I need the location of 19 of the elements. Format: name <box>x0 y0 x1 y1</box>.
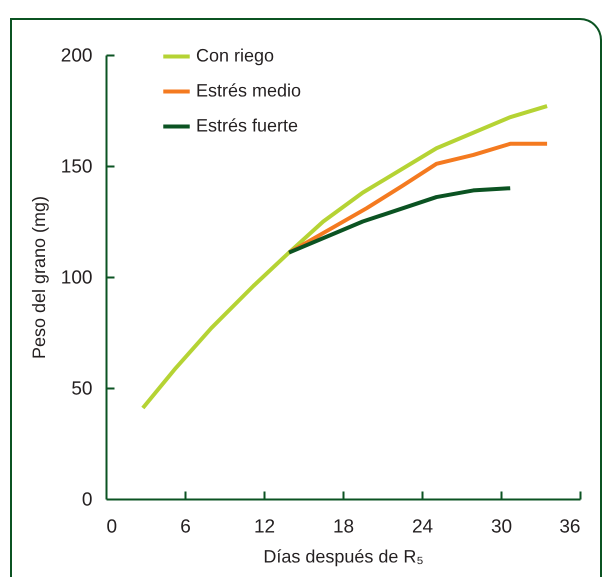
line-series <box>140 104 550 410</box>
legend-label: Estrés fuerte <box>196 116 298 136</box>
line-series <box>287 186 512 255</box>
y-tick-label: 100 <box>60 268 92 288</box>
x-tick-label: 24 <box>412 516 434 538</box>
y-tick-label: 200 <box>60 46 92 66</box>
x-tick-label: 6 <box>180 516 191 538</box>
x-axis-title: Días después de R₅ <box>263 546 424 566</box>
x-tick-label: 12 <box>254 516 276 538</box>
legend-label: Con riego <box>196 46 274 66</box>
x-tick-label: 30 <box>490 516 512 538</box>
y-axis-title: Peso del grano (mg) <box>28 196 49 360</box>
legend-label: Estrés medio <box>196 80 302 100</box>
x-tick-label: 36 <box>559 516 580 538</box>
x-tick-label: 0 <box>106 516 118 538</box>
y-tick-label: 0 <box>82 490 92 510</box>
x-tick-label: 18 <box>332 516 354 538</box>
y-tick-label: 150 <box>60 156 92 178</box>
y-tick-label: 50 <box>71 378 92 400</box>
